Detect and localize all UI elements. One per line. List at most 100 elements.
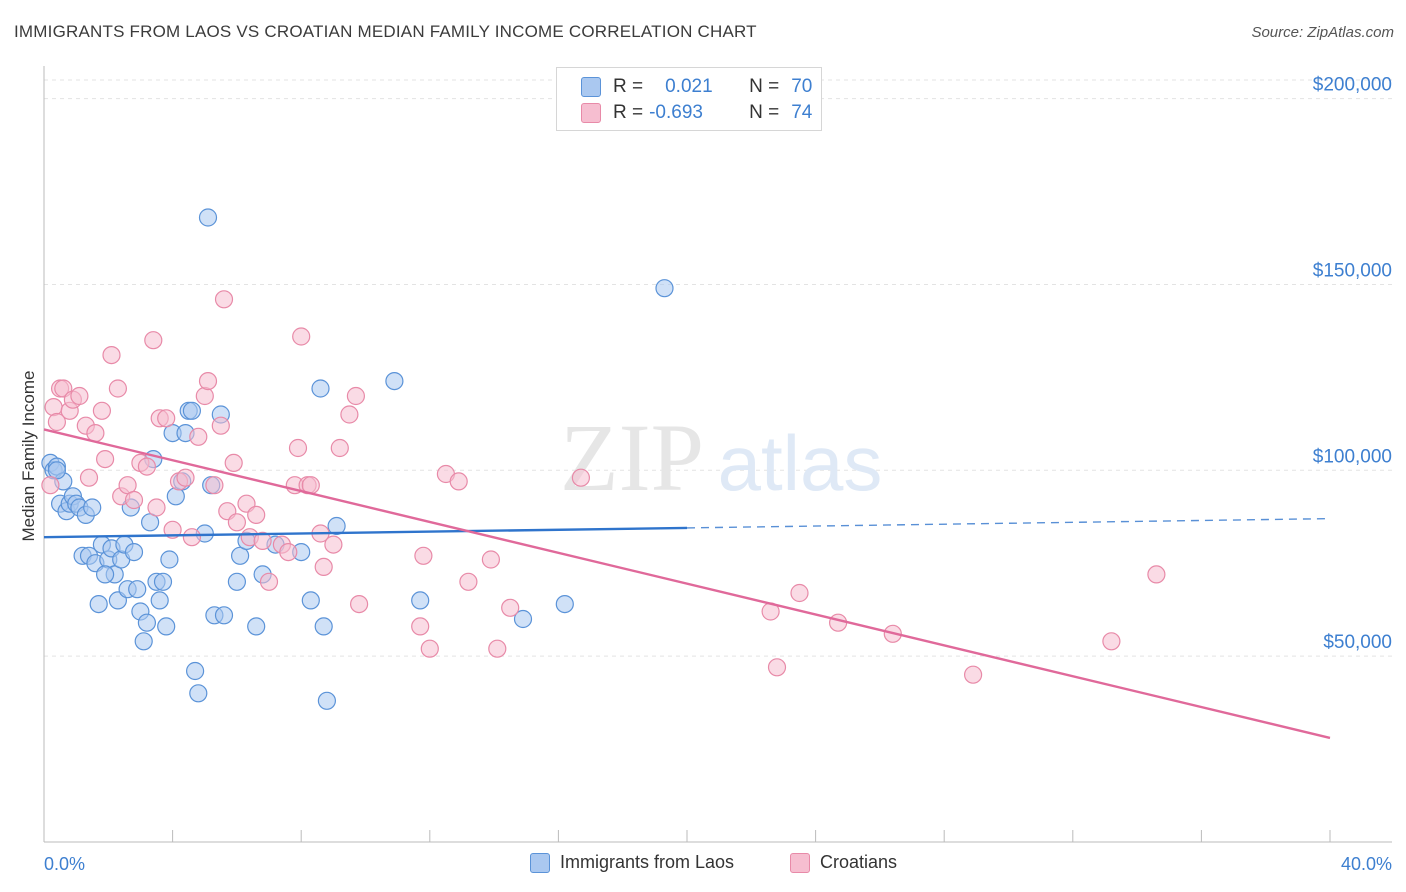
y-axis-label: Median Family Income [19, 370, 38, 541]
croatians-r-label: R = [613, 102, 644, 123]
source-credit: Source: ZipAtlas.com [1251, 24, 1394, 41]
laos-point [411, 591, 430, 610]
croatians-point [124, 490, 144, 510]
laos-point [134, 632, 153, 651]
legend-laos-swatch [530, 852, 550, 873]
laos-point [153, 572, 173, 591]
laos-point [247, 617, 266, 636]
laos-point [89, 594, 108, 614]
legend-croatians-label: Croatians [820, 852, 898, 872]
y-tick-label: $100,000 [1313, 446, 1392, 467]
croatians-n-label: N = [749, 102, 780, 123]
croatians-point [157, 409, 176, 428]
legend-laos-label: Immigrants from Laos [560, 852, 735, 872]
laos-point [124, 542, 144, 562]
laos-n-label: N = [749, 76, 780, 97]
laos-trend-line [43, 526, 688, 539]
laos-point [182, 401, 201, 420]
laos-point [314, 617, 333, 636]
croatians-point [163, 520, 182, 539]
laos-point [198, 208, 218, 227]
laos-point [128, 580, 147, 599]
croatians-point [350, 594, 369, 614]
croatians-point [571, 468, 591, 487]
croatians-swatch [581, 103, 601, 123]
watermark-zip: ZIP [560, 404, 704, 511]
croatians-point [137, 457, 156, 476]
croatians-point [790, 583, 809, 603]
croatians-point [314, 557, 333, 577]
legend-item-laos[interactable]: Immigrants from Laos [530, 852, 734, 873]
x-tick-min: 0.0% [44, 854, 85, 874]
laos-point [311, 379, 330, 398]
croatians-point [449, 472, 468, 491]
stats-row-croatians: R = -0.693 N = 74 [581, 101, 812, 125]
laos-n-value: 70 [791, 76, 813, 97]
croatians-point [459, 572, 478, 591]
laos-point [513, 609, 533, 629]
laos-point [385, 372, 404, 391]
croatians-point [95, 450, 115, 469]
laos-point [47, 461, 67, 480]
croatians-point [44, 398, 63, 417]
croatians-point [414, 546, 433, 565]
croatians-point [227, 513, 246, 532]
laos-point [83, 498, 102, 517]
laos-point [301, 591, 320, 610]
laos-point [327, 516, 346, 536]
croatians-point [211, 416, 230, 435]
croatians-point [195, 386, 214, 406]
croatians-point [324, 535, 343, 554]
croatians-point [198, 372, 218, 391]
croatians-point [189, 427, 208, 446]
croatians-point [182, 528, 201, 547]
laos-trend-projection [686, 517, 1331, 529]
croatians-point [92, 401, 112, 420]
legend-croatians-swatch [790, 852, 810, 873]
laos-point [95, 565, 115, 584]
chart-title: IMMIGRANTS FROM LAOS VS CROATIAN MEDIAN … [14, 22, 757, 41]
croatians-point [411, 617, 430, 636]
croatians-point [224, 453, 243, 472]
laos-point [160, 550, 179, 569]
watermark-atlas: atlas [718, 419, 883, 507]
croatians-point [176, 468, 195, 487]
croatians-point [41, 476, 60, 495]
croatians-point [1147, 565, 1166, 584]
laos-swatch [581, 77, 601, 97]
stats-row-laos: R = 0.021 N = 70 [581, 75, 812, 99]
croatians-point [214, 290, 234, 309]
croatians-point [79, 468, 99, 487]
croatians-point [47, 412, 67, 432]
croatians-point [253, 531, 272, 551]
correlation-stats-box: R = 0.021 N = 70 R = -0.693 N = 74 [556, 67, 822, 131]
croatians-trend-line [43, 428, 1331, 740]
laos-point [157, 617, 176, 636]
y-tick-labels: $50,000 $100,000 $150,000 $200,000 [1313, 75, 1392, 654]
croatians-point [147, 498, 166, 517]
laos-point [555, 594, 574, 614]
croatians-point [963, 665, 983, 684]
y-tick-label: $50,000 [1323, 632, 1392, 653]
croatians-point [205, 476, 224, 495]
legend-item-croatians[interactable]: Croatians [790, 852, 897, 873]
axes [43, 66, 1392, 843]
croatians-point [144, 331, 163, 350]
gridlines [44, 79, 1392, 657]
croatians-n-value: 74 [791, 102, 813, 123]
series-croatians-points [41, 290, 1166, 684]
croatians-point [86, 424, 105, 443]
y-tick-label: $150,000 [1313, 260, 1392, 281]
croatians-point [767, 658, 787, 677]
croatians-point [102, 346, 121, 365]
croatians-point [288, 438, 308, 458]
croatians-point [828, 613, 848, 632]
croatians-point [340, 405, 359, 424]
laos-point [186, 661, 205, 681]
laos-r-label: R = [613, 76, 644, 97]
croatians-point [481, 550, 500, 569]
croatians-point [1102, 632, 1121, 651]
croatians-r-value: -0.693 [649, 102, 703, 123]
laos-point [214, 606, 234, 625]
